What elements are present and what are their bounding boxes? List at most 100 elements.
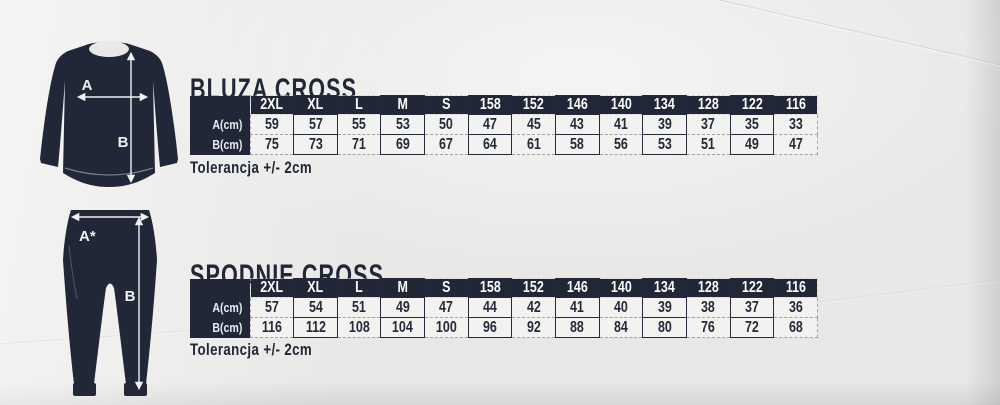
row-label-cell-text: B(cm)	[212, 137, 243, 152]
value-cell-text: 49	[744, 135, 759, 153]
table-row: B(cm) 75 73 71 69 67 64 61 58 56 53 51 49 47	[190, 134, 818, 155]
size-header-cell-text: 134	[654, 279, 676, 297]
value-cell-text: 68	[788, 318, 803, 336]
size-header-cell: 140	[598, 95, 644, 115]
value-cell: 37	[685, 114, 731, 135]
value-cell: 76	[685, 317, 731, 338]
value-cell: 68	[773, 317, 818, 338]
size-header-cell-text: 116	[785, 279, 806, 297]
size-header-cell-text: 2XL	[260, 279, 284, 297]
size-header-cell: 116	[773, 278, 818, 298]
pants-right-cuff	[124, 383, 147, 396]
size-header-cell: 122	[729, 278, 775, 298]
sweatshirt-illustration: A B	[40, 41, 178, 187]
value-cell-text: 108	[348, 318, 370, 336]
value-cell: 80	[642, 317, 687, 338]
size-header-cell: 128	[685, 95, 731, 115]
value-cell-text: 53	[395, 115, 410, 133]
value-cell-text: 67	[439, 135, 454, 153]
size-header-cell: XL	[293, 95, 338, 115]
size-header-cell-text: 2XL	[260, 96, 284, 114]
size-header-cell-text: 128	[697, 279, 719, 297]
size-header-cell: 152	[511, 95, 556, 115]
value-cell: 47	[467, 114, 513, 135]
row-label-cell: A(cm)	[190, 297, 250, 318]
value-cell-text: 69	[395, 135, 410, 153]
value-cell-text: 33	[788, 115, 803, 133]
value-cell: 57	[293, 114, 338, 135]
value-cell-text: 116	[261, 318, 282, 336]
pants-silhouette	[63, 210, 157, 384]
size-header-cell: 152	[511, 278, 556, 298]
size-header-cell-text: L	[355, 279, 363, 297]
size-header-cell-text: 140	[610, 279, 632, 297]
size-header-cell-text: 116	[785, 96, 806, 114]
value-cell: 64	[467, 134, 513, 155]
value-cell: 54	[293, 297, 338, 318]
row-label-cell: A(cm)	[190, 114, 250, 135]
shirt-dim-a-label: A	[82, 77, 93, 94]
value-cell: 59	[249, 114, 295, 135]
value-cell-text: 43	[570, 115, 585, 133]
table-row: A(cm) 57 54 51 49 47 44 42 41 40 39 38 37 36	[190, 297, 818, 318]
sweatshirt-neck-opening	[89, 41, 129, 57]
value-cell: 55	[336, 114, 382, 135]
value-cell: 51	[685, 134, 731, 155]
size-header-cell-text: S	[442, 279, 451, 297]
value-cell: 73	[293, 134, 338, 155]
size-header-cell: S	[424, 278, 469, 298]
row-label-cell-text: A(cm)	[212, 117, 243, 132]
size-header-cell-text: 140	[610, 96, 632, 114]
pants-dimension-arrows	[70, 212, 150, 391]
value-cell-text: 72	[744, 318, 759, 336]
value-cell-text: 57	[264, 298, 279, 316]
value-cell-text: 42	[526, 298, 541, 316]
value-cell: 116	[249, 317, 295, 338]
paper-crease	[527, 0, 1000, 82]
size-header-cell: L	[336, 95, 382, 115]
value-cell: 72	[729, 317, 775, 338]
value-cell-text: 112	[305, 318, 326, 336]
value-cell: 35	[729, 114, 775, 135]
value-cell-text: 45	[526, 115, 541, 133]
value-cell: 49	[380, 297, 426, 318]
size-header-cell: 122	[729, 95, 775, 115]
value-cell-text: 76	[701, 318, 716, 336]
value-cell-text: 100	[435, 318, 457, 336]
value-cell: 100	[424, 317, 469, 338]
size-header-cell: 2XL	[249, 95, 295, 115]
size-header-cell: 134	[642, 278, 687, 298]
value-cell: 58	[554, 134, 600, 155]
size-header-cell-text: XL	[307, 279, 324, 297]
size-header-cell-text: 152	[523, 279, 545, 297]
size-header-cell-text: 122	[741, 279, 763, 297]
value-cell: 50	[424, 114, 469, 135]
size-header-cell-text: 128	[697, 96, 719, 114]
size-header-cell-text: S	[442, 96, 451, 114]
value-cell: 92	[511, 317, 556, 338]
size-header-cell-text: M	[397, 96, 408, 114]
size-header-row: 2XL XL L M S 158 152 146 140 134 128 122 116	[190, 278, 818, 298]
value-cell-text: 54	[308, 298, 323, 316]
pants-left-cuff	[73, 383, 96, 396]
value-cell: 42	[511, 297, 556, 318]
value-cell-text: 61	[526, 135, 541, 153]
value-cell: 38	[685, 297, 731, 318]
size-header-cell: S	[424, 95, 469, 115]
value-cell: 45	[511, 114, 556, 135]
value-cell: 67	[424, 134, 469, 155]
size-header-cell: 146	[554, 95, 600, 115]
pants-illustration: A* B	[63, 210, 157, 396]
table-row: A(cm) 59 57 55 53 50 47 45 43 41 39 37 35 33	[190, 114, 818, 135]
value-cell: 56	[598, 134, 644, 155]
value-cell-text: 92	[526, 318, 541, 336]
value-cell: 69	[380, 134, 426, 155]
bluza-size-table: 2XL XL L M S 158 152 146 140 134 128 122 116 A(cm) 59 5…	[190, 95, 818, 155]
value-cell-text: 39	[657, 115, 672, 133]
shirt-dimension-arrows	[76, 51, 149, 184]
value-cell: 108	[336, 317, 382, 338]
value-cell-text: 49	[395, 298, 410, 316]
value-cell-text: 55	[352, 115, 367, 133]
value-cell: 39	[642, 114, 687, 135]
